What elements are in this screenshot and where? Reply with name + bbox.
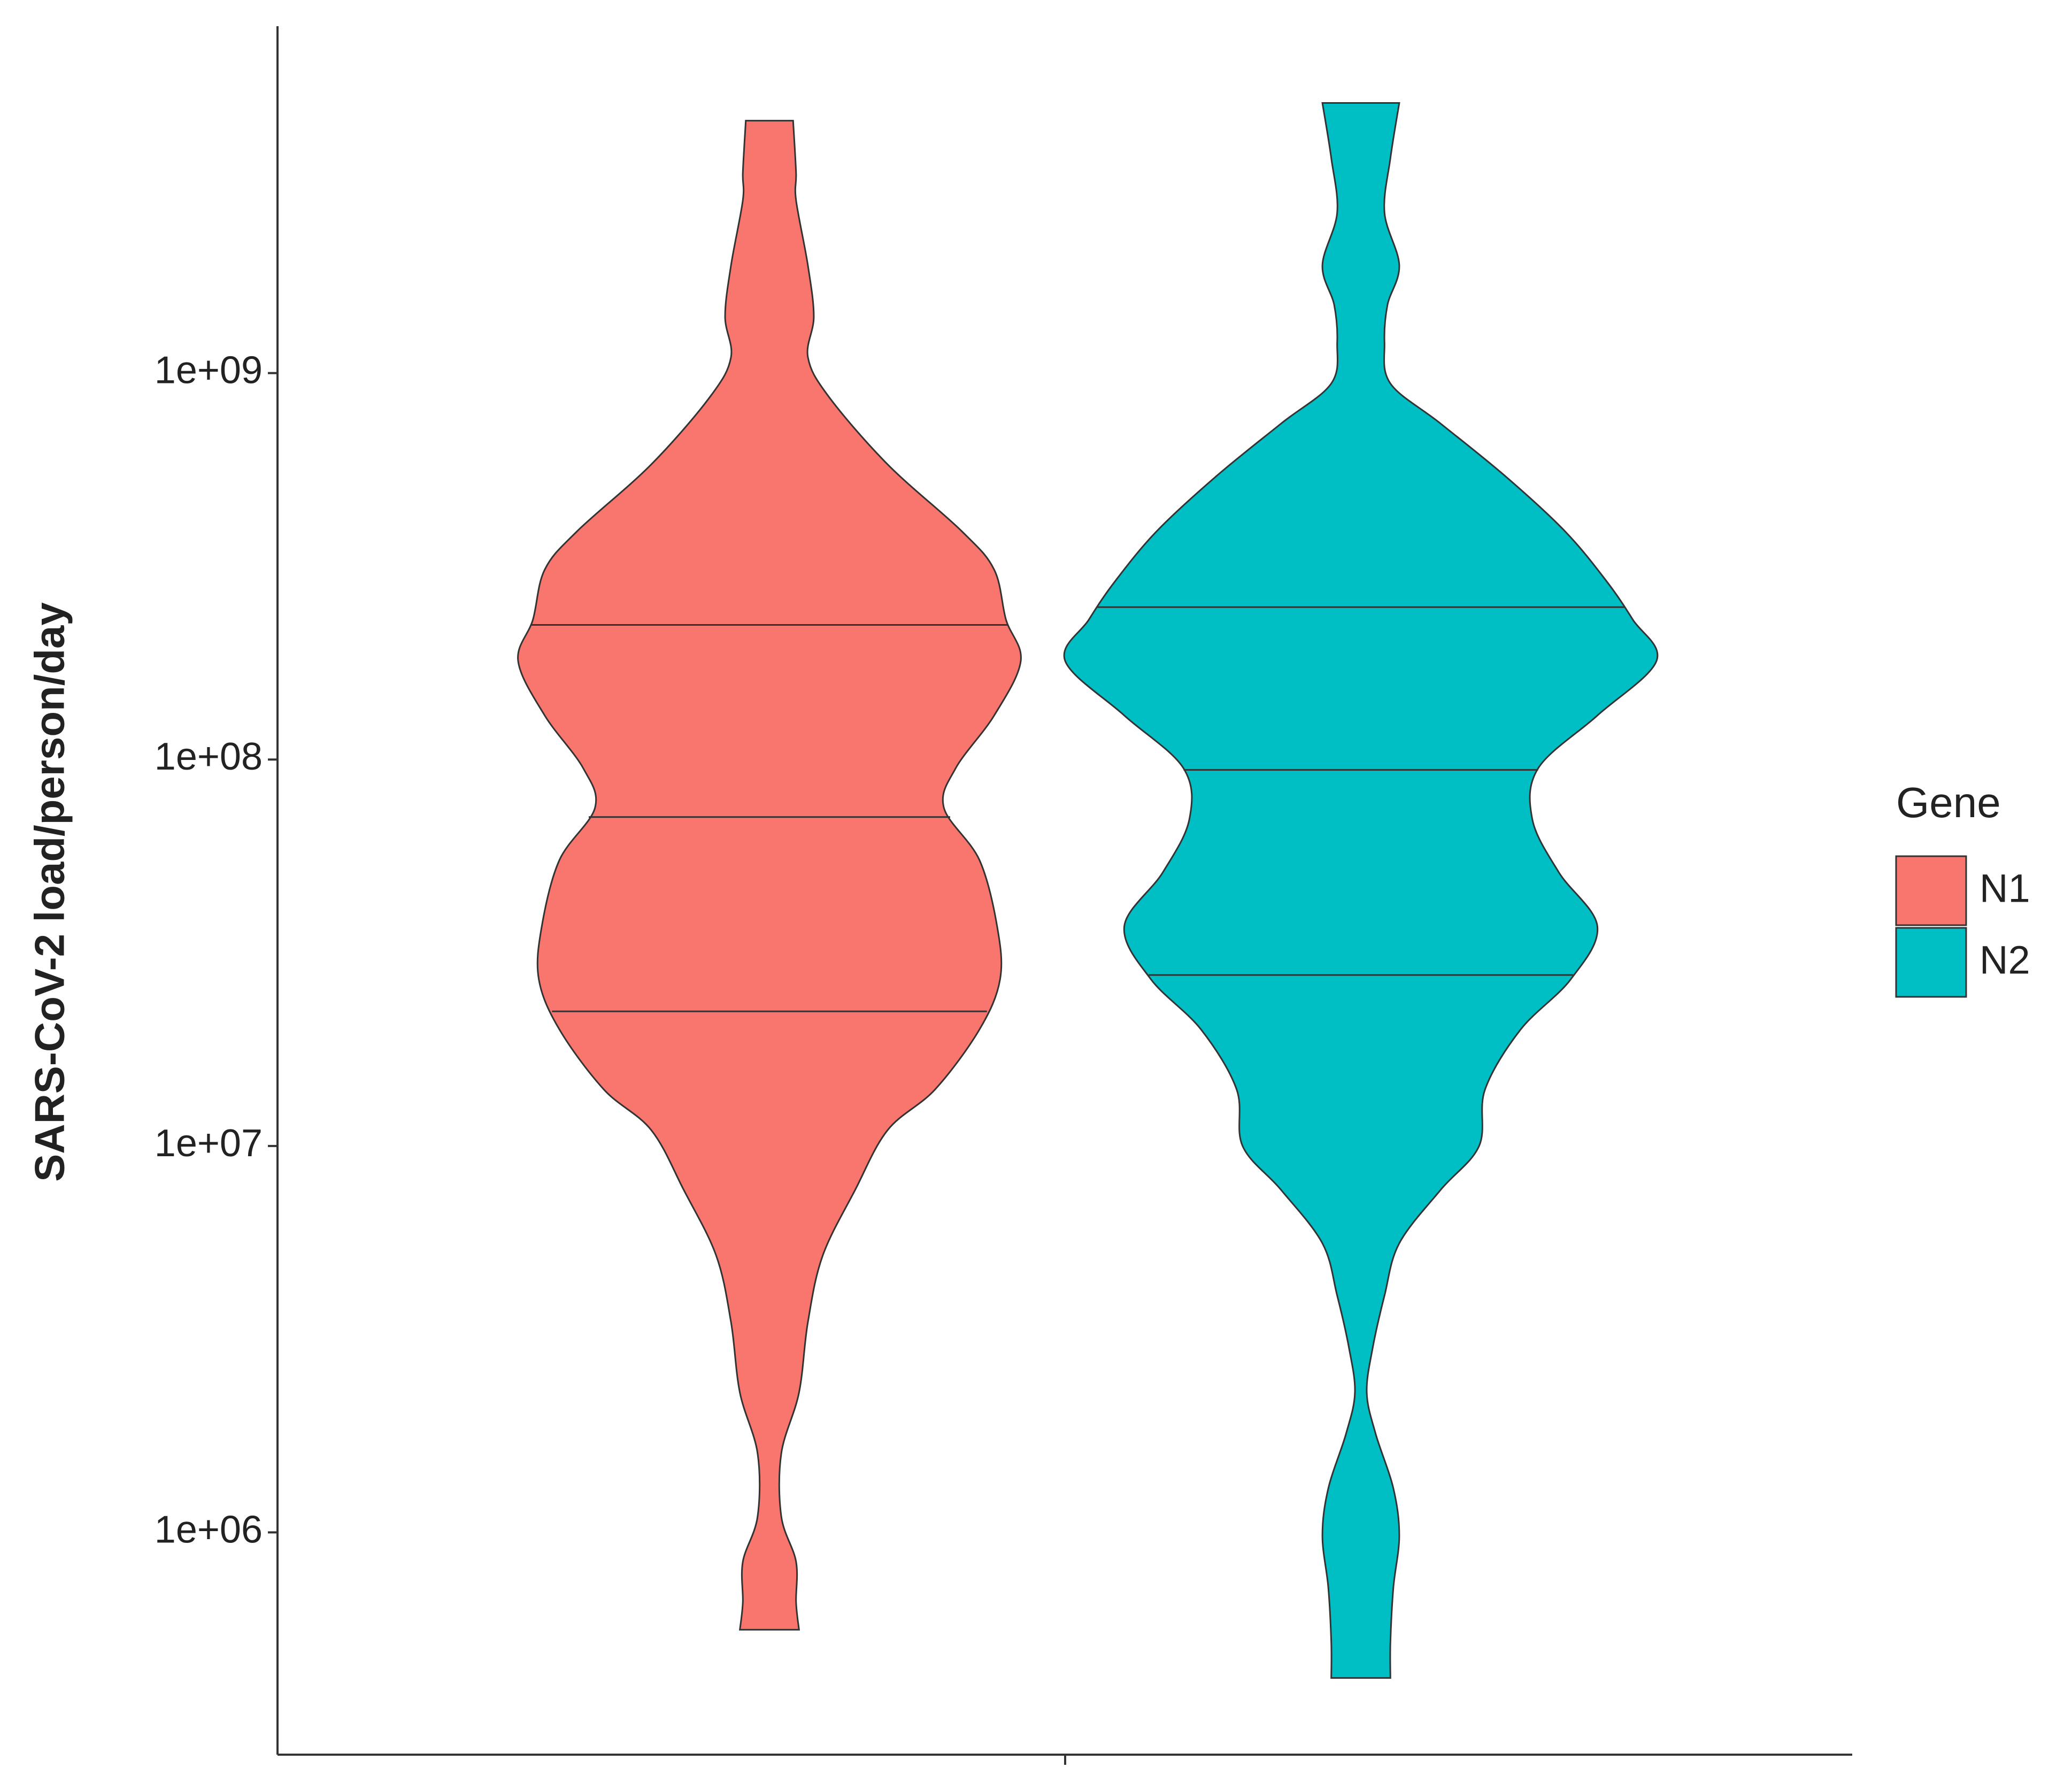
y-tick-label: 1e+09	[155, 349, 263, 392]
violin	[1063, 102, 1659, 1679]
legend-key	[1895, 855, 1967, 926]
legend-label: N1	[1979, 866, 2030, 911]
y-axis-label: SARS-CoV-2 load/person/day	[26, 602, 73, 1182]
legend-key	[1895, 927, 1967, 998]
violin	[517, 120, 1022, 1631]
y-tick-label: 1e+07	[155, 1122, 263, 1165]
legend-label: N2	[1979, 938, 2030, 982]
y-tick-label: 1e+06	[155, 1508, 263, 1551]
legend-title: Gene	[1896, 779, 2001, 826]
y-tick-label: 1e+08	[155, 735, 263, 778]
